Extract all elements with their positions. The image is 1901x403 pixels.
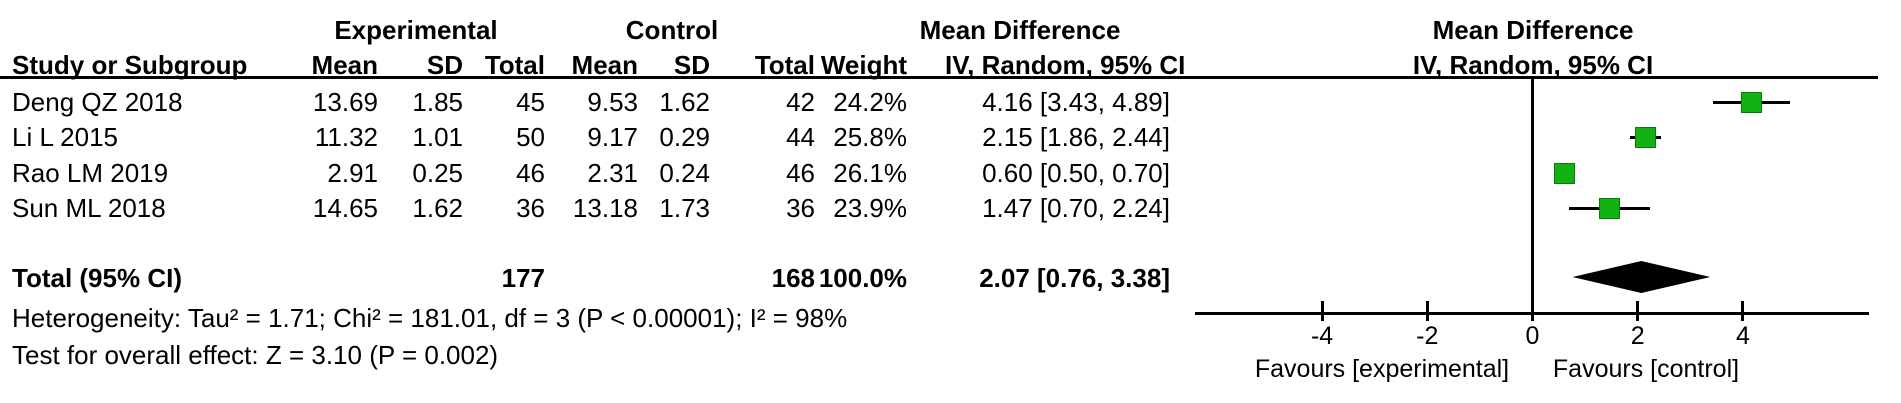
effect-marker-square xyxy=(1599,197,1621,219)
overall-effect-stats: Test for overall effect: Z = 3.10 (P = 0… xyxy=(12,340,499,370)
exp-sd: 1.85 xyxy=(412,87,463,117)
exp-sd: 1.01 xyxy=(412,122,463,152)
col-header-ctrl-sd: SD xyxy=(673,50,710,80)
effect-marker-square xyxy=(1635,126,1657,148)
ctrl-mean: 9.17 xyxy=(587,122,638,152)
weight: 23.9% xyxy=(833,193,907,223)
study-label: Sun ML 2018 xyxy=(12,193,166,223)
effect-marker-square xyxy=(1740,91,1762,113)
ctrl-mean: 9.53 xyxy=(587,87,638,117)
col-header-exp-mean: Mean xyxy=(311,50,378,80)
study-label: Deng QZ 2018 xyxy=(12,87,183,117)
ci-estimate: 2.15 [1.86, 2.44] xyxy=(982,122,1170,152)
study-label: Li L 2015 xyxy=(12,122,119,152)
group-header-control: Control xyxy=(625,15,719,45)
pooled-diamond xyxy=(1572,261,1711,293)
axis-tick xyxy=(1425,301,1429,321)
weight: 26.1% xyxy=(833,158,907,188)
ctrl-sd: 1.62 xyxy=(659,87,710,117)
col-header-exp-sd: SD xyxy=(426,50,463,80)
ci-estimate: 0.60 [0.50, 0.70] xyxy=(982,158,1170,188)
col-header-ctrl-total: Total xyxy=(754,50,815,80)
axis-tick-label: -2 xyxy=(1416,322,1439,350)
exp-mean: 14.65 xyxy=(312,193,378,223)
total-weight: 100.0% xyxy=(818,263,907,293)
weight: 25.8% xyxy=(833,122,907,152)
total-ci-estimate: 2.07 [0.76, 3.38] xyxy=(979,263,1170,293)
ci-estimate: 1.47 [0.70, 2.24] xyxy=(982,193,1170,223)
ctrl-total: 46 xyxy=(786,158,815,188)
col-header-weight: Weight xyxy=(820,50,907,80)
axis-tick-label: -4 xyxy=(1310,322,1334,350)
group-header-experimental: Experimental xyxy=(334,15,498,45)
ctrl-sd: 0.24 xyxy=(659,158,710,188)
ctrl-total: 44 xyxy=(786,122,815,152)
ctrl-sd: 1.73 xyxy=(659,193,710,223)
exp-total: 45 xyxy=(516,87,545,117)
total-exp-total: 177 xyxy=(501,263,545,293)
weight: 24.2% xyxy=(833,87,907,117)
ctrl-mean: 2.31 xyxy=(587,158,638,188)
study-label: Rao LM 2019 xyxy=(12,158,169,188)
exp-mean: 2.91 xyxy=(327,158,378,188)
axis-tick xyxy=(1531,301,1534,321)
header-rule xyxy=(0,76,1878,79)
zero-effect-line xyxy=(1531,79,1534,313)
axis-tick-label: 0 xyxy=(1525,322,1540,350)
axis-tick xyxy=(1636,301,1640,321)
total-label: Total (95% CI) xyxy=(12,263,182,293)
total-ctrl-total: 168 xyxy=(771,263,815,293)
exp-total: 36 xyxy=(516,193,545,223)
ctrl-mean: 13.18 xyxy=(572,193,638,223)
ctrl-total: 36 xyxy=(786,193,815,223)
exp-mean: 11.32 xyxy=(314,122,378,152)
favours-right-label: Favours [control] xyxy=(1552,355,1740,383)
exp-sd: 1.62 xyxy=(412,193,463,223)
col-header-study: Study or Subgroup xyxy=(12,50,248,80)
exp-sd: 0.25 xyxy=(412,158,463,188)
favours-left-label: Favours [experimental] xyxy=(1254,355,1510,383)
col-header-ctrl-mean: Mean xyxy=(571,50,638,80)
plot-header-ci: IV, Random, 95% CI xyxy=(1412,50,1654,80)
group-header-mean-difference: Mean Difference xyxy=(919,15,1121,45)
ctrl-sd: 0.29 xyxy=(659,122,710,152)
axis-tick xyxy=(1320,301,1324,321)
heterogeneity-stats: Heterogeneity: Tau² = 1.71; Chi² = 181.0… xyxy=(12,303,848,333)
axis-tick-label: 4 xyxy=(1735,322,1750,350)
ci-estimate: 4.16 [3.43, 4.89] xyxy=(982,87,1170,117)
ctrl-total: 42 xyxy=(786,87,815,117)
effect-marker-square xyxy=(1553,162,1575,184)
exp-total: 46 xyxy=(516,158,545,188)
exp-mean: 13.69 xyxy=(312,87,378,117)
exp-total: 50 xyxy=(516,122,545,152)
axis-tick-label: 2 xyxy=(1630,322,1645,350)
axis-tick xyxy=(1741,301,1745,321)
col-header-ci: IV, Random, 95% CI xyxy=(945,50,1186,80)
col-header-exp-total: Total xyxy=(484,50,545,80)
plot-header-mean-difference: Mean Difference xyxy=(1432,15,1634,45)
